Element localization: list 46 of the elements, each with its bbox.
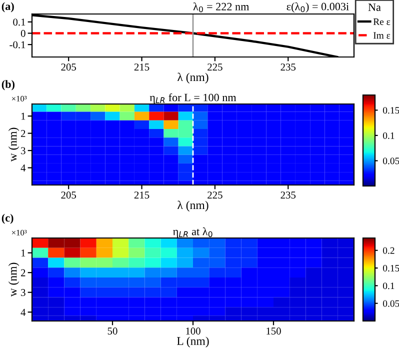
x-axis-title: L (nm) [177, 336, 209, 348]
y-tick-label: 3 [21, 147, 26, 154]
y-tick-label: 3 [21, 289, 26, 296]
x-tick-label: 50 [108, 328, 118, 335]
x-tick-label: 205 [61, 192, 76, 199]
legend-label: Re ε [373, 18, 390, 25]
x-tick-label: 215 [134, 64, 150, 71]
y-tick-label: 2 [21, 269, 26, 276]
text: ε(λ$_{0}$) = 0.003i [286, 2, 349, 13]
legend-title: Na [368, 4, 381, 11]
x-tick-label: 225 [208, 192, 222, 199]
y-axis-title: w (nm) [8, 262, 20, 297]
x-tick-label: 100 [186, 328, 200, 335]
color-bar-label: 0.15 [383, 264, 399, 272]
y-tick-label: 1 [21, 112, 26, 120]
legend-label: Im ε [373, 32, 390, 39]
text: (c) [2, 214, 14, 224]
color-bar-label: 0.1 [383, 132, 394, 139]
x-tick-label: 235 [280, 64, 296, 71]
x-axis-title: λ (nm) [178, 200, 208, 212]
x-tick-label: 235 [280, 192, 296, 199]
y-tick-label: 2 [21, 130, 26, 137]
x-tick-label: 205 [61, 64, 76, 71]
y-tick-label: 1 [21, 250, 26, 256]
y-tick-label: -0.1 [10, 41, 26, 48]
color-bar-label: 0.2 [383, 247, 394, 254]
text: ×10³ [12, 230, 27, 236]
y-tick-label: 0.1 [13, 18, 26, 26]
ref-line-label: λ$_{0}$ = 222 nm [193, 2, 250, 12]
y-axis-title: w (nm) [8, 128, 20, 162]
color-bar-label: 0.05 [383, 300, 399, 307]
x-tick-label: 150 [266, 328, 281, 335]
color-bar-label: 0.05 [383, 158, 399, 164]
y-tick-label: 4 [20, 164, 26, 172]
text: ×10³ [12, 96, 27, 102]
text: (a) [2, 2, 14, 12]
x-tick-label: 225 [208, 64, 222, 71]
color-bar-label: 0.15 [383, 107, 399, 114]
chart-title: η$_{LR}$ at λ$_{0}$ [173, 227, 212, 238]
x-axis-title: λ (nm) [178, 72, 208, 84]
x-tick-label: 215 [134, 192, 150, 199]
text: (b) [2, 80, 14, 90]
color-bar-label: 0.1 [383, 282, 394, 290]
y-tick-label: 0 [20, 30, 26, 37]
y-tick-label: 4 [20, 308, 26, 316]
chart-title: η$_{LR}$ for L = 100 nm [150, 93, 236, 104]
